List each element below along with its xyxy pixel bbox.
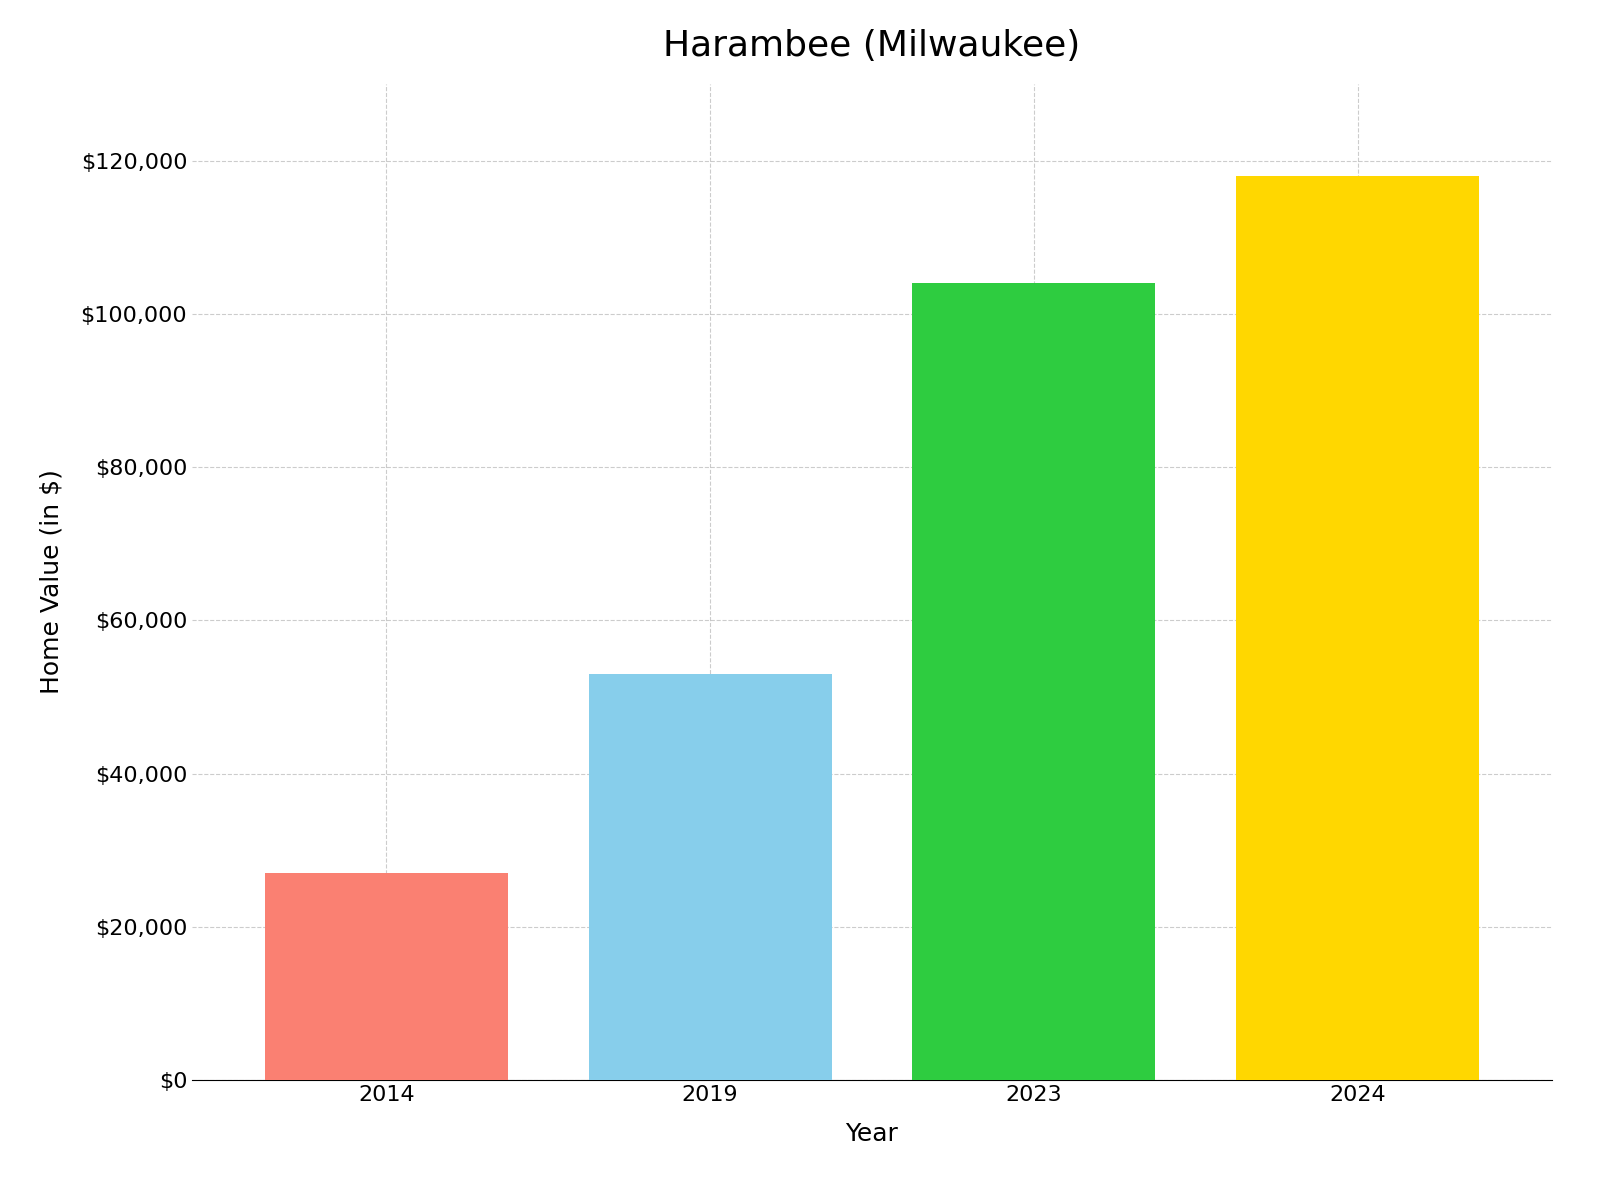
Bar	[266, 874, 507, 1080]
Bar	[589, 674, 832, 1080]
Bar	[912, 283, 1155, 1080]
Y-axis label: Home Value (in $): Home Value (in $)	[40, 469, 64, 695]
X-axis label: Year: Year	[845, 1122, 899, 1146]
Title: Harambee (Milwaukee): Harambee (Milwaukee)	[664, 29, 1080, 64]
Bar	[1237, 176, 1478, 1080]
